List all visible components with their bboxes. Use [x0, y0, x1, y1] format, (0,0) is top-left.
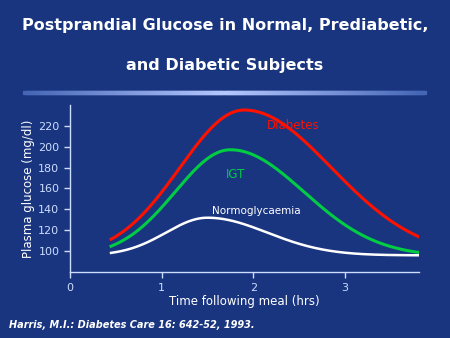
Text: IGT: IGT: [226, 168, 245, 182]
Y-axis label: Plasma glucose (mg/dl): Plasma glucose (mg/dl): [22, 119, 35, 258]
Text: Postprandial Glucose in Normal, Prediabetic,: Postprandial Glucose in Normal, Prediabe…: [22, 18, 428, 33]
X-axis label: Time following meal (hrs): Time following meal (hrs): [169, 295, 320, 308]
Text: Harris, M.I.: Diabetes Care 16: 642-52, 1993.: Harris, M.I.: Diabetes Care 16: 642-52, …: [9, 319, 255, 330]
Text: Diabetes: Diabetes: [267, 119, 319, 132]
Text: Normoglycaemia: Normoglycaemia: [212, 207, 301, 216]
Text: and Diabetic Subjects: and Diabetic Subjects: [126, 58, 324, 73]
